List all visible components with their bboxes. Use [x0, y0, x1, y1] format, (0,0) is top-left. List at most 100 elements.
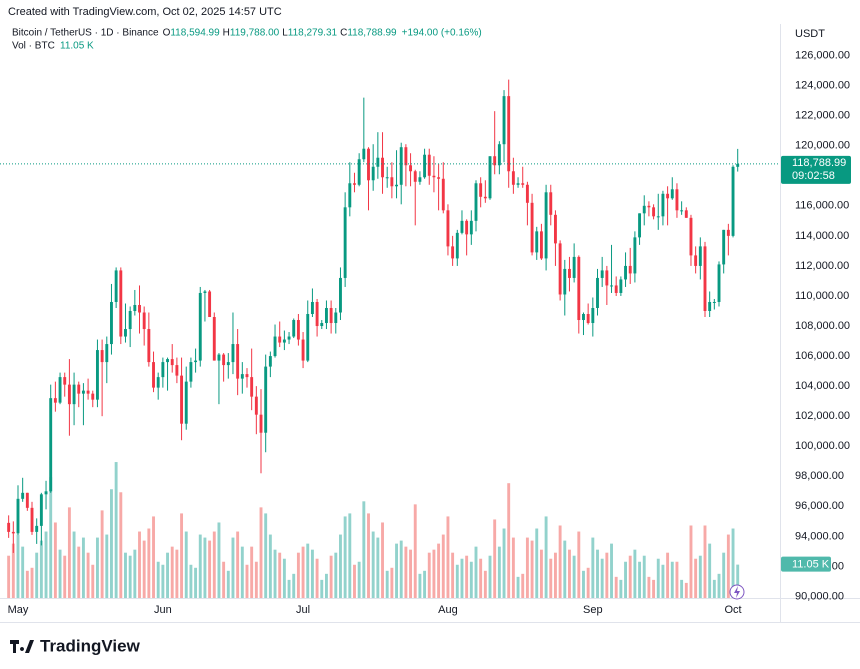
candle-body [717, 264, 721, 302]
volume-bar [273, 549, 277, 598]
volume-bar [147, 528, 151, 598]
candle-body [455, 232, 459, 259]
volume-bar [451, 552, 455, 598]
candle-body [353, 183, 356, 185]
volume-bar [35, 552, 39, 598]
y-tick-label: 94,000.00 [795, 530, 844, 542]
candle-body [245, 374, 249, 378]
volume-bar [600, 558, 604, 598]
volume-bar [647, 576, 651, 598]
candle-body [268, 356, 272, 367]
candle-body [147, 329, 151, 363]
candle-body [184, 381, 188, 424]
candle-body [568, 268, 571, 278]
candle-body [58, 377, 62, 403]
volume-bar [717, 573, 721, 598]
volume-bar [142, 540, 146, 598]
candle-body [390, 177, 394, 187]
volume-bar [610, 543, 613, 598]
volume-bar [395, 543, 398, 598]
candle-body [278, 336, 282, 343]
brand: TradingView [40, 636, 141, 655]
candle-body [605, 270, 609, 286]
candle-body [647, 205, 651, 208]
candle-body [315, 301, 319, 327]
candle-body [577, 256, 581, 321]
volume-bar [21, 546, 25, 598]
candle-body [624, 265, 627, 280]
candle-body [362, 148, 366, 160]
volume-bar [553, 552, 557, 598]
volume-value: 11.05 K [60, 41, 94, 52]
ohlc-label: L [282, 28, 288, 39]
candle-body [175, 365, 179, 376]
volume-bar [306, 543, 310, 598]
volume-bar [212, 531, 216, 598]
volume-bar [703, 525, 707, 598]
y-tick-label: 98,000.00 [795, 470, 844, 482]
volume-bar [315, 558, 319, 598]
volume-bar [259, 507, 263, 598]
candle-body [287, 336, 291, 340]
volume-bar [287, 579, 291, 598]
candle-body [535, 231, 539, 253]
candle-body [437, 177, 441, 179]
candle-body [301, 339, 305, 361]
volume-bar [119, 492, 123, 598]
volume-bar [77, 546, 81, 598]
candle-body [441, 178, 445, 211]
candle-body [339, 277, 342, 313]
volume-bar [413, 504, 417, 598]
volume-bar [250, 546, 254, 598]
y-tick-label: 100,000.00 [795, 440, 850, 452]
volume-bar [105, 534, 109, 598]
candle-body [666, 193, 670, 199]
volume-bar [530, 540, 534, 598]
volume-bar [357, 561, 361, 598]
volume-bar [479, 558, 483, 598]
candle-body [619, 279, 623, 293]
ohlc-value: 118,594.99 [170, 28, 220, 39]
candle-body [465, 220, 469, 235]
candle-body [194, 360, 198, 363]
candle-body [689, 217, 693, 256]
volume-bar [44, 531, 48, 598]
volume-bar [194, 567, 198, 598]
symbol: Bitcoin / TetherUS · 1D · Binance [12, 28, 159, 39]
volume-bar [633, 549, 637, 598]
volume-bar [694, 558, 698, 598]
candle-body [544, 192, 548, 259]
candle-body [736, 163, 740, 167]
volume-bar [432, 549, 436, 598]
y-tick-label: 116,000.00 [795, 200, 849, 212]
candle-body [133, 304, 137, 311]
volume-bar [381, 522, 384, 598]
volume-bar [437, 543, 441, 598]
x-tick-label: Jul [296, 604, 310, 616]
candle-body [652, 207, 656, 217]
y-tick-label: 120,000.00 [795, 140, 850, 152]
candle-body [558, 243, 562, 295]
volume-bar [245, 564, 249, 598]
volume-bar [418, 573, 422, 598]
volume-bar [708, 543, 712, 598]
volume-bar [689, 525, 693, 598]
volume-bar [642, 555, 646, 598]
volume-bar [231, 537, 235, 598]
countdown: 09:02:58 [792, 170, 835, 182]
y-tick-label: 102,000.00 [795, 410, 850, 422]
volume-bar [652, 579, 656, 598]
volume-bar [661, 564, 665, 598]
candle-body [399, 147, 403, 185]
volume-bar [7, 555, 11, 598]
volume-bar [624, 561, 627, 598]
candle-body [516, 183, 520, 185]
volume-bar [549, 558, 553, 598]
ohlc-label: O [163, 28, 171, 39]
candle-body [539, 231, 543, 259]
volume-bar [16, 534, 20, 598]
candle-body [385, 177, 389, 179]
candle-body [282, 339, 286, 343]
candle-body [586, 314, 590, 324]
volume-bar [409, 549, 413, 598]
